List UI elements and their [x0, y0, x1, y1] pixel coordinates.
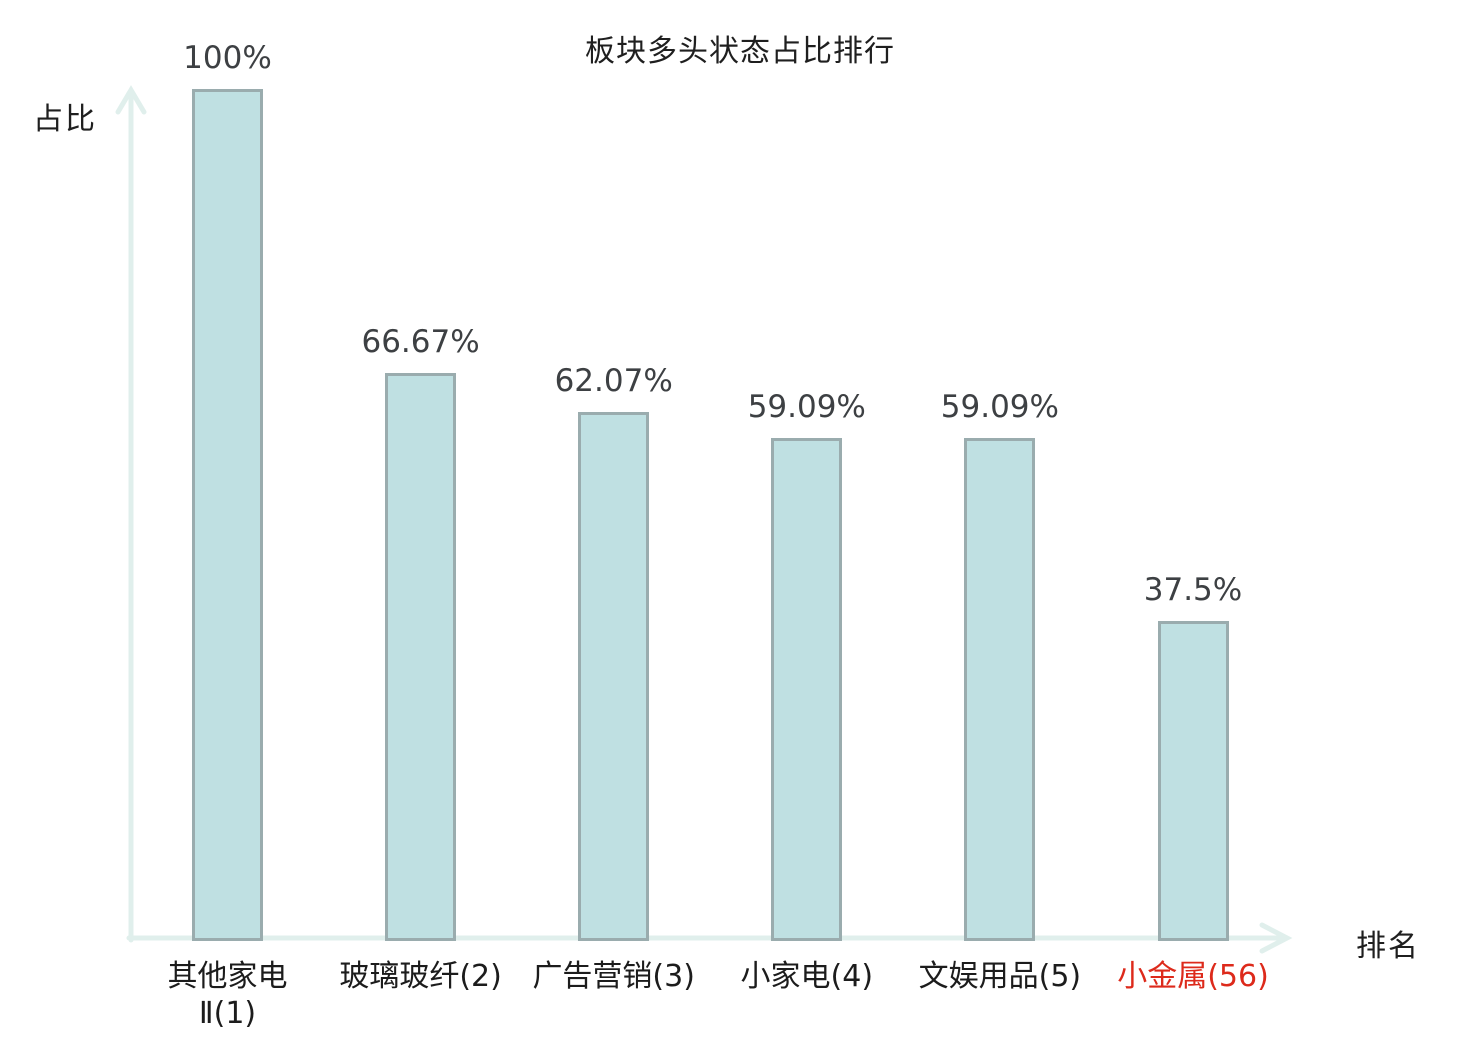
bar-value-label: 37.5%: [1143, 572, 1243, 608]
bar-category-line: 其他家电: [167, 959, 288, 994]
bar-value-label: 62.07%: [554, 363, 673, 399]
x-axis-arrow-icon: [1259, 922, 1293, 954]
bar: [385, 373, 457, 941]
bar-category-line: Ⅱ(1): [198, 996, 257, 1031]
y-axis-arrow-icon: [115, 85, 147, 115]
bar-category-label: 广告营销(3): [484, 958, 744, 995]
bar-category-label: 文娱用品(5): [870, 958, 1130, 995]
bar-value-label: 100%: [183, 40, 272, 76]
bar: [964, 438, 1036, 941]
bar-category-line: 广告营销(3): [532, 959, 695, 994]
bar-category-label: 小金属(56): [1063, 958, 1323, 995]
bar-category-line: 玻璃玻纤(2): [339, 959, 502, 994]
bar-value-label: 59.09%: [747, 389, 866, 425]
bar-category-label: 玻璃玻纤(2): [291, 958, 551, 995]
bar: [771, 438, 843, 941]
bar-value-label: 66.67%: [361, 324, 480, 360]
bar-category-line: 小家电(4): [740, 959, 874, 994]
bar-category-line: 小金属(56): [1117, 959, 1269, 994]
x-axis-title: 排名: [1356, 929, 1420, 964]
bar: [1157, 621, 1229, 941]
chart-title: 板块多头状态占比排行: [585, 34, 895, 69]
bar: [578, 412, 650, 941]
bar-category-label: 其他家电 Ⅱ(1): [98, 958, 358, 1032]
bar-category-label: 小家电(4): [677, 958, 937, 995]
bar-value-label: 59.09%: [940, 389, 1059, 425]
bar-category-line: 文娱用品(5): [918, 959, 1082, 994]
bar: [192, 89, 263, 941]
y-axis-title: 占比: [33, 102, 97, 137]
